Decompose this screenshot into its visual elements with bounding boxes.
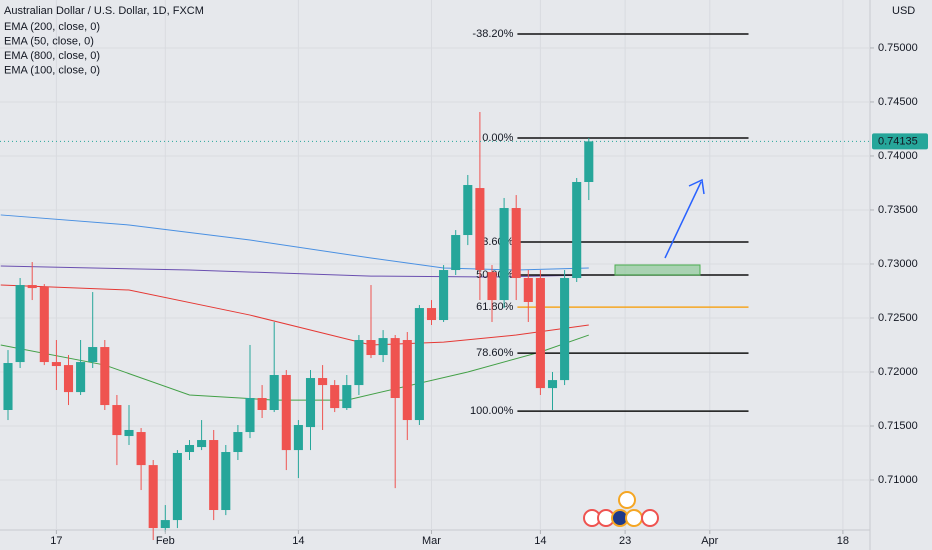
candle-body — [572, 181, 582, 279]
last-price-label: 0.74135 — [878, 135, 918, 147]
legend-entry: EMA (100, close, 0) — [4, 64, 100, 76]
y-tick-label: 0.71000 — [878, 474, 918, 486]
fib-label: 0.00% — [482, 132, 513, 144]
candle-body — [378, 338, 388, 356]
forecast-arrow — [664, 178, 705, 259]
x-tick-label: 14 — [292, 535, 304, 547]
candle-body — [342, 385, 352, 409]
candle-body — [366, 340, 376, 356]
candle-body — [499, 208, 509, 301]
candle-body — [511, 208, 521, 279]
ema-line — [0, 265, 589, 278]
y-tick-label: 0.71500 — [878, 420, 918, 432]
fib-label: 61.80% — [476, 301, 514, 313]
candle-body — [330, 385, 340, 409]
candle-body — [136, 432, 146, 466]
candle-body — [305, 378, 316, 428]
candle-body — [160, 520, 170, 529]
candle-body — [148, 465, 158, 529]
candle-body — [269, 375, 279, 411]
candle-body — [426, 308, 437, 321]
legend-entry: EMA (800, close, 0) — [4, 50, 100, 62]
candle-body — [402, 340, 412, 421]
candle-body — [439, 270, 449, 321]
fib-label: -38.20% — [472, 28, 513, 40]
candle-body — [233, 432, 243, 453]
y-tick-label: 0.75000 — [878, 42, 918, 54]
candle-body — [63, 365, 74, 393]
y-tick-label: 0.73500 — [878, 204, 918, 216]
candle-body — [584, 141, 594, 182]
event-icon — [618, 491, 636, 509]
candle-body — [293, 425, 303, 451]
x-tick-label: Feb — [156, 535, 175, 547]
x-tick-label: 18 — [837, 535, 849, 547]
candle-body — [475, 188, 485, 271]
x-tick-label: Apr — [701, 535, 718, 547]
candle-body — [281, 375, 291, 451]
candle-body — [414, 308, 424, 421]
fib-label: 100.00% — [470, 405, 514, 417]
candle-body — [451, 235, 461, 271]
candle-body — [76, 362, 86, 393]
candle-body — [221, 452, 231, 511]
candle-body — [245, 398, 255, 433]
candle-body — [51, 362, 61, 367]
y-tick-label: 0.73000 — [878, 258, 918, 270]
legend: EMA (200, close, 0) EMA (50, close, 0) EMA… — [4, 21, 100, 77]
candle-body — [547, 380, 558, 389]
x-tick-label: 17 — [50, 535, 62, 547]
candle-body — [39, 286, 49, 363]
y-axis-label: USD — [892, 5, 915, 17]
y-tick-label: 0.72000 — [878, 366, 918, 378]
candle-body — [535, 278, 545, 389]
candle-body — [523, 278, 533, 302]
candle-body — [124, 429, 134, 437]
candle-body — [354, 340, 364, 386]
legend-entry: EMA (200, close, 0) — [4, 21, 100, 33]
candle-body — [197, 440, 207, 448]
candle-body — [27, 285, 37, 289]
last-price-box — [872, 133, 928, 150]
candle-body — [390, 338, 400, 399]
candle-body — [560, 278, 570, 381]
candle-body — [88, 347, 98, 363]
x-tick-label: 23 — [619, 535, 631, 547]
y-tick-label: 0.74000 — [878, 150, 918, 162]
fib-label: 78.60% — [476, 347, 514, 359]
candle-body — [172, 452, 182, 521]
candle-body — [100, 347, 110, 406]
candles — [3, 112, 594, 541]
y-tick-label: 0.72500 — [878, 312, 918, 324]
event-icon — [625, 509, 643, 527]
axes: 0.71000 0.71500 0.72000 0.72500 0.73000 0.735… — [0, 42, 928, 547]
event-icons — [583, 491, 659, 527]
arrow-head — [688, 178, 705, 195]
candle-body — [487, 272, 497, 301]
candle-body — [209, 440, 219, 511]
candle-body — [257, 398, 267, 411]
candle-body — [463, 185, 473, 236]
x-tick-label: 14 — [534, 535, 546, 547]
candle-body — [318, 378, 328, 386]
x-tick-label: Mar — [422, 535, 441, 547]
chart-title: Australian Dollar / U.S. Dollar, 1D, FXC… — [4, 5, 204, 17]
candle-body — [15, 285, 25, 363]
arrow-line — [664, 181, 702, 259]
candle-body — [184, 444, 195, 453]
y-tick-label: 0.74500 — [878, 96, 918, 108]
event-icon — [641, 509, 659, 527]
target-zone — [614, 264, 701, 276]
candle-body — [112, 405, 122, 436]
candle-body — [3, 363, 13, 411]
legend-entry: EMA (50, close, 0) — [4, 35, 94, 47]
